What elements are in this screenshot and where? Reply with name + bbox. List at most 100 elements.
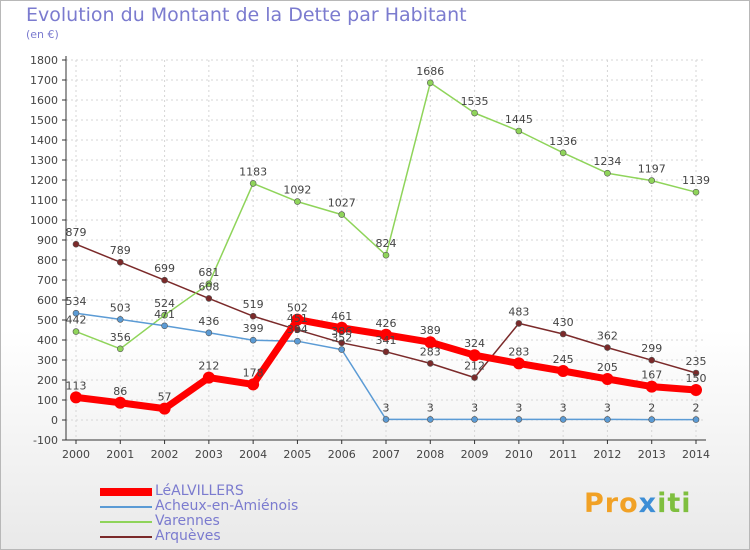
y-tick-label: 600 — [37, 294, 58, 307]
data-point-1 — [116, 316, 124, 323]
data-point-2 — [426, 79, 434, 87]
data-label: 205 — [597, 361, 618, 374]
data-point-1 — [648, 416, 656, 423]
data-label: 436 — [198, 315, 219, 328]
legend-swatch — [100, 506, 152, 508]
x-tick-label: 2000 — [62, 448, 90, 461]
data-point-3 — [72, 240, 80, 248]
data-label: 699 — [154, 262, 175, 275]
data-point-2 — [294, 198, 301, 205]
chart-unit: (en €) — [26, 28, 59, 41]
data-label: 1336 — [549, 135, 577, 148]
data-point-1 — [294, 337, 301, 345]
data-label: 824 — [376, 237, 397, 250]
legend-label: Arquèves — [155, 528, 221, 544]
data-label: 299 — [641, 342, 662, 355]
data-label: 1445 — [505, 113, 533, 126]
y-tick-label: 700 — [37, 274, 58, 287]
data-point-1 — [426, 416, 434, 423]
y-tick-label: 200 — [37, 374, 58, 387]
data-point-3 — [692, 369, 700, 377]
data-point-3 — [116, 258, 124, 266]
data-point-0 — [291, 313, 304, 326]
data-point-0 — [114, 396, 127, 409]
y-tick-label: 900 — [37, 234, 58, 247]
y-tick-label: 1100 — [30, 194, 58, 207]
data-point-0 — [424, 336, 437, 349]
data-label: 1197 — [638, 163, 666, 176]
data-label: 426 — [376, 317, 397, 330]
data-label: 471 — [154, 308, 175, 321]
data-label: 1234 — [593, 155, 621, 168]
data-point-3 — [426, 360, 434, 367]
data-point-3 — [205, 295, 213, 302]
data-label: 1092 — [283, 184, 311, 197]
data-label: 3 — [471, 401, 478, 414]
y-tick-label: 800 — [37, 254, 58, 267]
data-label: 356 — [110, 331, 131, 344]
data-label: 3 — [383, 401, 390, 414]
data-label: 2 — [648, 402, 655, 415]
data-label: 324 — [464, 337, 485, 350]
legend-label: LéALVILLERS — [155, 483, 244, 499]
data-point-1 — [559, 416, 567, 423]
data-label: 1139 — [682, 174, 710, 187]
data-label: 86 — [113, 385, 127, 398]
legend-item: Acheux-en-Amiénois — [100, 498, 400, 514]
data-label: 178 — [243, 366, 264, 379]
data-label: 283 — [420, 345, 441, 358]
legend-label: Acheux-en-Amiénois — [155, 498, 299, 514]
y-tick-label: -100 — [33, 434, 58, 447]
data-point-2 — [604, 169, 611, 177]
y-tick-label: 1400 — [30, 134, 58, 147]
legend-item: Arquèves — [100, 528, 400, 544]
data-point-2 — [72, 328, 80, 335]
y-tick-label: 1300 — [30, 154, 58, 167]
data-label: 245 — [553, 353, 574, 366]
data-point-0 — [70, 391, 82, 404]
y-tick-label: 1200 — [30, 174, 58, 187]
x-tick-label: 2009 — [461, 448, 489, 461]
y-tick-label: 400 — [37, 334, 58, 347]
data-label: 519 — [243, 298, 264, 311]
data-point-2 — [205, 280, 213, 288]
logo-part-1: Pro — [584, 488, 639, 519]
y-tick-label: 100 — [37, 394, 58, 407]
legend-label: Varennes — [155, 513, 220, 529]
data-point-0 — [158, 402, 171, 415]
legend-swatch — [100, 536, 152, 538]
x-tick-label: 2002 — [151, 448, 179, 461]
data-point-1 — [382, 416, 390, 423]
data-label: 283 — [508, 345, 529, 358]
data-label: 789 — [110, 244, 131, 257]
data-point-3 — [249, 312, 257, 320]
x-tick-label: 2003 — [195, 448, 223, 461]
data-label: 362 — [597, 330, 618, 343]
data-label: 483 — [508, 305, 529, 318]
data-label: 212 — [198, 360, 219, 373]
data-label: 394 — [287, 323, 308, 336]
data-point-2 — [648, 177, 656, 184]
y-tick-label: 1700 — [30, 74, 58, 87]
data-label: 399 — [243, 322, 264, 335]
data-label: 352 — [331, 332, 352, 345]
data-label: 167 — [641, 369, 662, 382]
x-tick-label: 2007 — [372, 448, 400, 461]
legend-swatch — [100, 488, 152, 496]
data-point-2 — [116, 345, 124, 353]
logo-part-2: x — [638, 488, 658, 519]
data-point-0 — [202, 371, 215, 384]
data-label: 1183 — [239, 165, 267, 178]
data-point-0 — [468, 349, 481, 362]
data-point-2 — [161, 311, 168, 319]
data-label: 212 — [464, 360, 485, 373]
proxiti-logo: Proxiti — [584, 488, 692, 519]
y-tick-label: 500 — [37, 314, 58, 327]
data-point-3 — [604, 344, 611, 351]
data-label: 534 — [66, 295, 87, 308]
data-point-0 — [512, 357, 525, 370]
data-label: 3 — [560, 401, 567, 414]
data-label: 502 — [287, 302, 308, 315]
data-point-3 — [161, 276, 168, 284]
